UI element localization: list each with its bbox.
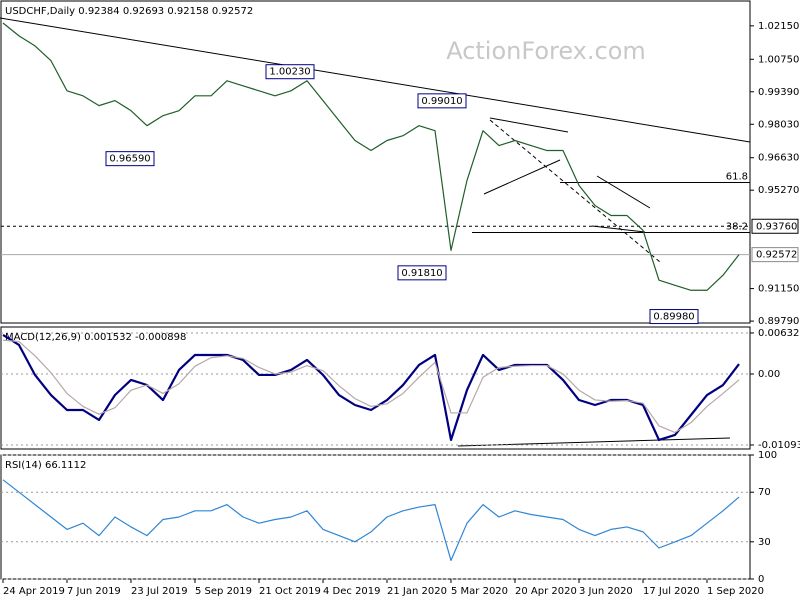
y-tick-label: 0.91150 — [758, 284, 799, 295]
y-tick-label: -0.010939 — [758, 440, 800, 451]
panel-frame — [0, 0, 751, 324]
price-level-label: 0.93760 — [756, 221, 797, 232]
y-tick-label: 0.006321 — [758, 328, 800, 339]
x-tick-label: 21 Oct 2019 — [259, 586, 321, 597]
y-tick-label: 100 — [758, 450, 777, 461]
annotation-label: 0.91810 — [401, 268, 442, 279]
fib-level-label: 38.2 — [726, 221, 748, 232]
panel-title: MACD(12,26,9) 0.001532 -0.000898 — [5, 332, 186, 343]
annotation-label: 0.99010 — [421, 96, 462, 107]
x-tick-label: 21 Jan 2020 — [387, 586, 447, 597]
x-tick-label: 24 Apr 2019 — [3, 586, 65, 597]
series-line — [2, 479, 740, 561]
trend-line — [457, 437, 731, 447]
fib-level-label: 61.8 — [726, 172, 748, 183]
trend-line — [0, 17, 751, 143]
x-tick-label: 5 Sep 2019 — [195, 586, 252, 597]
trend-line — [483, 159, 561, 195]
x-tick-label: 23 Jul 2019 — [131, 586, 188, 597]
panel-title: USDCHF,Daily 0.92384 0.92693 0.92158 0.9… — [5, 6, 253, 17]
price-level-box — [751, 218, 799, 234]
y-tick-label: 0 — [758, 574, 764, 585]
x-tick-label: 7 Jun 2019 — [67, 586, 121, 597]
x-tick-label: 1 Sep 2020 — [707, 586, 764, 597]
series-line — [2, 22, 740, 291]
price-level-label: 0.92572 — [756, 250, 797, 261]
annotation-label: 0.96590 — [109, 154, 150, 165]
trend-lines — [0, 17, 751, 447]
annotation-box — [649, 309, 699, 325]
annotation-label: 1.00230 — [269, 67, 310, 78]
annotation-box — [105, 151, 155, 167]
series-line — [2, 334, 740, 442]
trend-line — [591, 225, 646, 233]
watermark: ActionForex.com — [446, 37, 646, 65]
annotation-box — [417, 93, 467, 109]
price-level-box — [751, 247, 799, 263]
x-tick-label: 3 Jun 2020 — [579, 586, 633, 597]
panel-frame — [0, 326, 751, 450]
y-tick-label: 0.89790 — [758, 316, 799, 327]
series-line — [2, 339, 740, 433]
annotation-box — [397, 265, 447, 281]
annotation-label: 0.89980 — [653, 312, 694, 323]
trend-line — [489, 119, 661, 263]
y-tick-label: 30 — [758, 537, 771, 548]
y-tick-label: 0.95270 — [758, 185, 799, 196]
annotation-box — [265, 64, 315, 80]
x-tick-label: 4 Dec 2019 — [323, 586, 381, 597]
y-tick-label: 0.96630 — [758, 153, 799, 164]
trend-line — [489, 117, 569, 133]
y-tick-label: 1.00750 — [758, 54, 799, 65]
y-tick-label: 1.02150 — [758, 21, 799, 32]
y-tick-label: 0.98030 — [758, 119, 799, 130]
y-tick-label: 0.00 — [758, 369, 780, 380]
y-tick-label: 0.99390 — [758, 87, 799, 98]
trend-line — [596, 175, 651, 209]
y-tick-label: 70 — [758, 487, 771, 498]
panel-title: RSI(14) 66.1112 — [5, 460, 86, 471]
x-tick-label: 17 Jul 2020 — [643, 586, 700, 597]
x-tick-label: 5 Mar 2020 — [451, 586, 508, 597]
x-tick-label: 20 Apr 2020 — [515, 586, 577, 597]
panel-frame — [0, 454, 751, 580]
